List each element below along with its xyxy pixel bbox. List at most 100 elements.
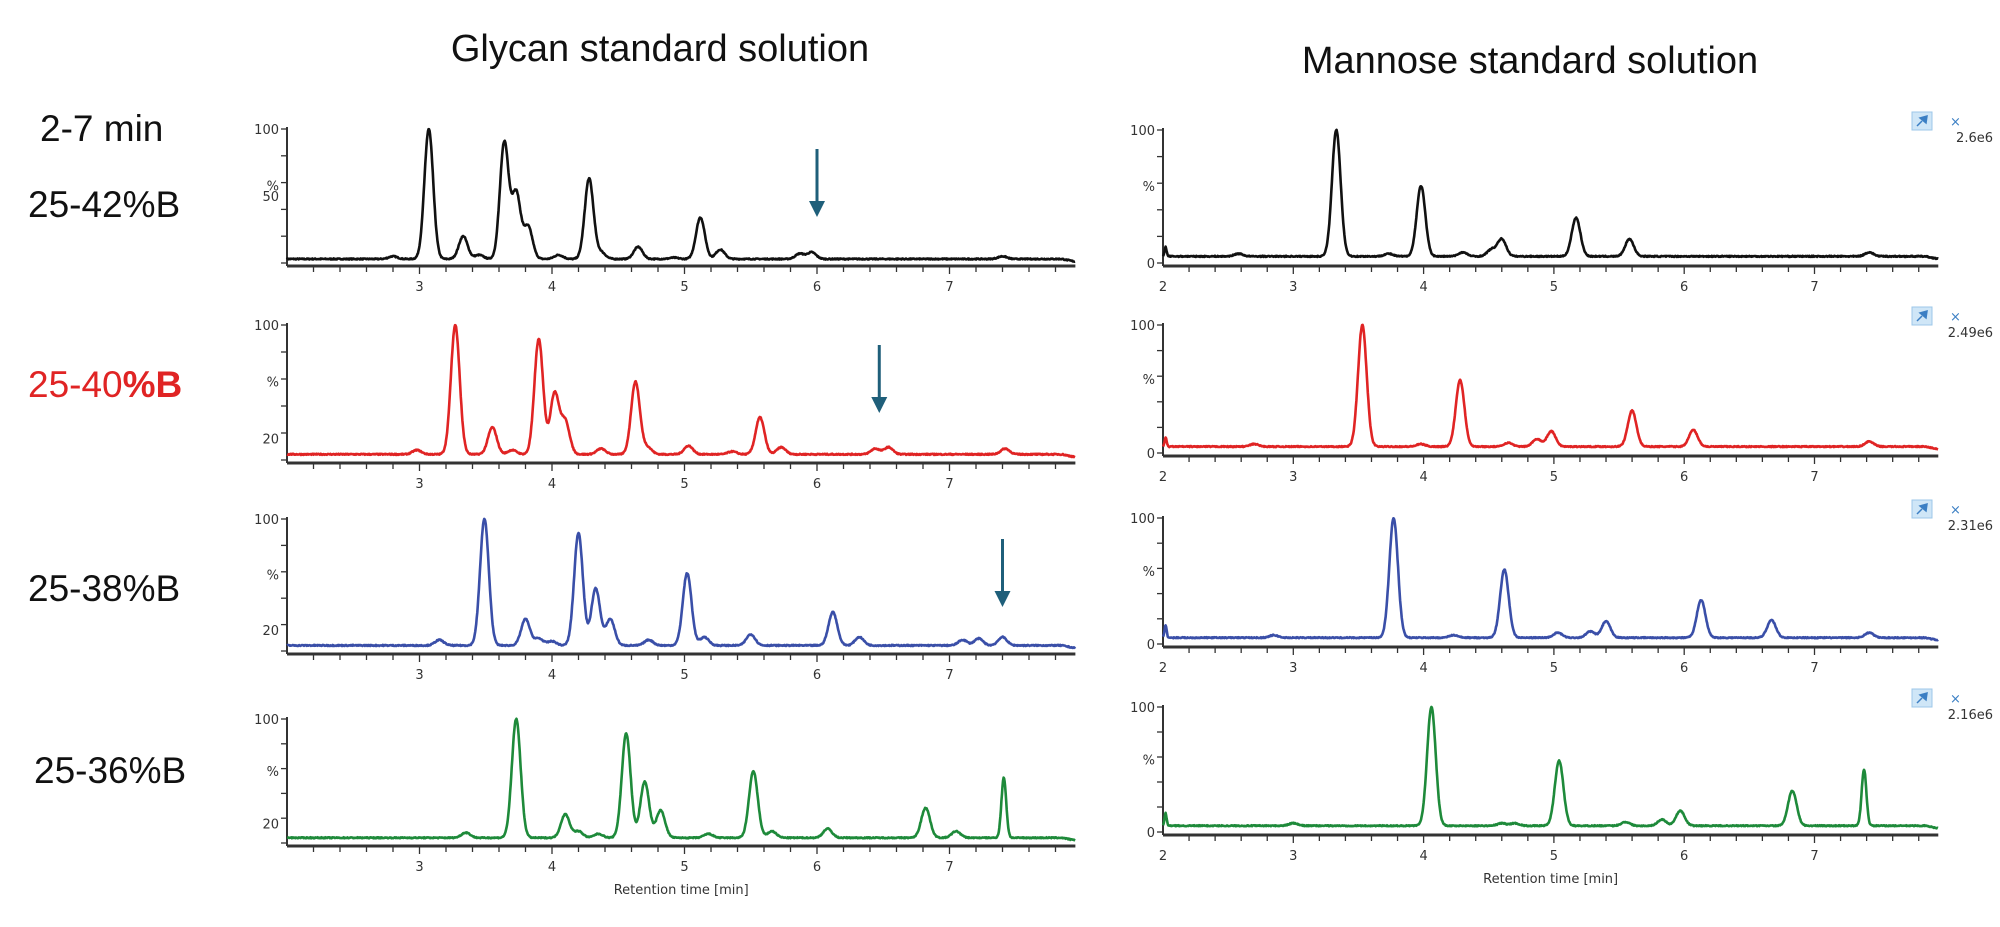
chromatogram-glycan-25-36: 3 4 5 6 7 100% 20 Retention time [min]: [254, 713, 1076, 898]
y-tick-label: 0: [1147, 638, 1155, 653]
y-tick-label: 100: [1130, 701, 1155, 716]
x-tick-label: 5: [680, 668, 688, 683]
y-unit-label: %: [267, 179, 279, 194]
x-tick-label: 3: [1289, 849, 1297, 864]
x-tick-label: 3: [1289, 280, 1297, 295]
x-tick-label: 3: [415, 280, 423, 295]
row-label-25-40-unit: %B: [122, 364, 183, 405]
y-unit-label: %: [1143, 180, 1155, 195]
trace-line: [1161, 128, 1939, 261]
arrow-head-icon: [871, 397, 888, 413]
close-icon[interactable]: ×: [1950, 310, 1961, 325]
x-tick-label: 3: [415, 477, 423, 492]
x-tick-label: 6: [1680, 849, 1688, 864]
y-unit-label: %: [267, 765, 279, 780]
x-tick-label: 6: [1680, 470, 1688, 485]
chromatogram-glycan-25-38: 3 4 5 6 7 100% 20: [254, 513, 1077, 683]
x-axis-title: Retention time [min]: [1483, 872, 1618, 887]
x-tick-label: 7: [1810, 849, 1818, 864]
trace-line: [1161, 323, 1939, 451]
trace-line: [286, 717, 1076, 842]
max-intensity-label: 2.49e6: [1948, 326, 1993, 341]
x-tick-label: 2: [1159, 470, 1167, 485]
chromatogram-mannose-25-38: 2 3 4 5 6 7 100% 0 ×2.31e6: [1130, 499, 1993, 676]
trace-line: [1161, 517, 1939, 642]
x-tick-label: 6: [1680, 661, 1688, 676]
pin-icon: [1916, 502, 1928, 515]
trace-line: [1161, 705, 1939, 830]
row-label-25-40-range: 25-40: [28, 364, 123, 405]
x-tick-label: 7: [1810, 470, 1818, 485]
x-tick-label: 6: [813, 860, 821, 875]
row-label-25-38: 25-38%B: [28, 568, 181, 609]
x-tick-label: 4: [1419, 470, 1427, 485]
x-tick-label: 4: [548, 668, 556, 683]
y-tick-label: 100: [254, 319, 279, 334]
y-unit-label: %: [267, 568, 279, 583]
y-tick-label: 100: [1130, 124, 1155, 139]
y-unit-label: %: [267, 376, 279, 391]
trace-line: [286, 323, 1076, 459]
trace-line: [286, 517, 1077, 650]
max-intensity-label: 2.16e6: [1948, 708, 1993, 723]
y-tick-label: 20: [262, 624, 279, 639]
x-tick-label: 5: [1550, 661, 1558, 676]
x-axis-title: Retention time [min]: [614, 883, 749, 898]
chromatogram-mannose-25-36: 2 3 4 5 6 7 100% 0 Retention time [min] ×2.16e6: [1130, 688, 1993, 887]
arrow-head-icon: [809, 201, 825, 217]
x-tick-label: 3: [415, 668, 423, 683]
x-tick-label: 7: [945, 860, 953, 875]
x-tick-label: 6: [1680, 280, 1688, 295]
y-tick-label: 0: [1147, 826, 1155, 841]
x-tick-label: 4: [1419, 849, 1427, 864]
pin-icon: [1916, 309, 1928, 322]
row-label-25-36: 25-36%B: [34, 750, 187, 791]
chromatogram-glycan-25-40: 3 4 5 6 7 100% 20: [254, 319, 1076, 492]
x-tick-label: 4: [1419, 280, 1427, 295]
y-tick-label: 50: [262, 190, 279, 205]
row-label-time: 2-7 min: [40, 108, 164, 149]
y-tick-label: 100: [1130, 319, 1155, 334]
y-tick-label: 100: [254, 123, 279, 138]
chromatogram-mannose-25-42: 2 3 4 5 6 7 100% 0 ×2.6e6: [1130, 111, 1993, 295]
x-tick-label: 4: [548, 860, 556, 875]
pin-icon: [1916, 691, 1928, 704]
x-tick-label: 5: [680, 860, 688, 875]
x-tick-label: 4: [1419, 661, 1427, 676]
x-tick-label: 6: [813, 668, 821, 683]
x-tick-label: 3: [1289, 470, 1297, 485]
y-tick-label: 100: [1130, 512, 1155, 527]
x-tick-label: 6: [813, 477, 821, 492]
row-label-25-42: 25-42%B: [28, 184, 181, 225]
y-tick-label: 20: [262, 817, 279, 832]
x-tick-label: 7: [1810, 280, 1818, 295]
x-tick-label: 5: [1550, 849, 1558, 864]
close-icon[interactable]: ×: [1950, 503, 1961, 518]
x-tick-label: 7: [945, 280, 953, 295]
y-unit-label: %: [1143, 373, 1155, 388]
pin-icon: [1916, 114, 1928, 127]
x-tick-label: 7: [945, 668, 953, 683]
y-tick-label: 20: [262, 433, 279, 448]
close-icon[interactable]: ×: [1950, 115, 1961, 130]
x-tick-label: 3: [415, 860, 423, 875]
y-tick-label: 0: [1147, 447, 1155, 462]
close-icon[interactable]: ×: [1950, 692, 1961, 707]
y-unit-label: %: [1143, 754, 1155, 769]
trace-line: [285, 127, 1076, 263]
y-tick-label: 100: [254, 713, 279, 728]
x-tick-label: 3: [1289, 661, 1297, 676]
row-label-25-40: 25-40%B: [28, 364, 182, 406]
chromatogram-glycan-25-42: 3 4 5 6 7 100%50: [254, 123, 1076, 295]
glycan-title: Glycan standard solution: [450, 28, 870, 70]
x-tick-label: 6: [813, 280, 821, 295]
x-tick-label: 2: [1159, 661, 1167, 676]
x-tick-label: 4: [548, 280, 556, 295]
x-tick-label: 2: [1159, 849, 1167, 864]
chromatogram-mannose-25-40: 2 3 4 5 6 7 100% 0 ×2.49e6: [1130, 306, 1993, 485]
x-tick-label: 7: [945, 477, 953, 492]
x-tick-label: 5: [1550, 470, 1558, 485]
y-tick-label: 0: [1147, 257, 1155, 272]
y-unit-label: %: [1143, 565, 1155, 580]
